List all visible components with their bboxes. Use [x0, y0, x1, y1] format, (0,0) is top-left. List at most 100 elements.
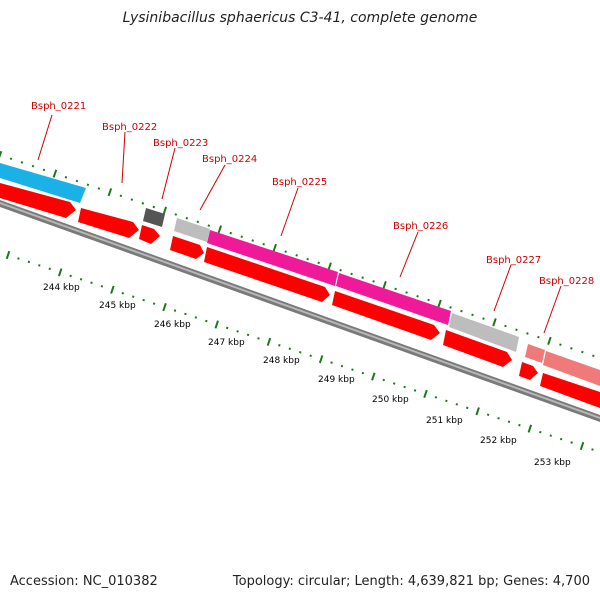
- minor-tick: [526, 332, 529, 335]
- minor-tick: [142, 298, 145, 302]
- gene-bar-bsph-0228-a[interactable]: [525, 344, 545, 363]
- minor-tick: [559, 437, 563, 441]
- minor-tick: [460, 309, 463, 313]
- major-tick: [162, 206, 168, 215]
- minor-tick: [288, 347, 292, 351]
- kbp-label: 244 kbp: [43, 283, 80, 293]
- minor-tick: [504, 324, 507, 328]
- minor-tick: [413, 389, 417, 392]
- gene-label-bsph-0228[interactable]: Bsph_0228: [539, 276, 594, 287]
- major-tick: [0, 150, 3, 159]
- major-tick: [547, 336, 552, 345]
- gene-label-bsph-0226[interactable]: Bsph_0226: [393, 221, 448, 232]
- gene-bar-bsph-0221[interactable]: [0, 163, 86, 203]
- minor-tick: [340, 364, 344, 368]
- minor-tick: [295, 254, 298, 257]
- minor-tick: [403, 385, 406, 389]
- minor-tick: [90, 281, 93, 285]
- cds-arrow-2[interactable]: [78, 208, 139, 238]
- major-tick: [382, 281, 387, 290]
- minor-tick: [152, 205, 156, 209]
- minor-tick: [581, 350, 584, 354]
- kbp-label: 251 kbp: [426, 416, 463, 426]
- cds-arrow-6[interactable]: [332, 291, 440, 340]
- minor-tick: [240, 235, 244, 239]
- minor-tick: [79, 278, 83, 281]
- gene-bar-bsph-0223[interactable]: [143, 208, 165, 227]
- minor-tick: [394, 287, 397, 291]
- minor-tick: [184, 312, 187, 316]
- minor-tick: [382, 378, 386, 382]
- minor-tick: [537, 335, 540, 339]
- minor-tick: [515, 328, 518, 331]
- major-tick: [527, 424, 533, 433]
- major-tick: [162, 302, 167, 312]
- major-tick: [492, 318, 497, 327]
- minor-tick: [229, 231, 233, 235]
- accession-text: Accession: NC_010382: [10, 574, 158, 589]
- minor-tick: [152, 302, 156, 305]
- gene-bar-bsph-0227[interactable]: [449, 313, 519, 352]
- major-tick: [272, 243, 277, 253]
- minor-tick: [225, 326, 229, 330]
- minor-tick: [251, 239, 254, 242]
- minor-tick: [130, 198, 134, 201]
- cds-arrow-8[interactable]: [519, 362, 538, 380]
- minor-tick: [507, 420, 511, 423]
- major-tick: [318, 355, 324, 364]
- cds-arrow-1[interactable]: [0, 183, 76, 218]
- major-tick: [217, 225, 222, 234]
- minor-tick: [236, 330, 239, 333]
- cds-arrow-7[interactable]: [443, 330, 512, 367]
- minor-tick: [205, 319, 208, 323]
- minor-tick: [361, 276, 364, 279]
- minor-tick: [465, 406, 469, 410]
- minor-tick: [298, 350, 302, 354]
- major-tick: [110, 285, 115, 294]
- minor-tick: [64, 176, 68, 179]
- cds-arrow-5[interactable]: [204, 247, 330, 302]
- kbp-label: 247 kbp: [208, 338, 245, 348]
- major-tick: [266, 337, 272, 346]
- kbp-label: 245 kbp: [99, 301, 136, 311]
- minor-tick: [257, 337, 260, 340]
- cds-arrow-3[interactable]: [139, 225, 160, 244]
- minor-tick: [497, 416, 500, 420]
- minor-tick: [449, 306, 452, 309]
- gene-bar-bsph-0226[interactable]: [336, 273, 451, 325]
- kbp-label: 246 kbp: [154, 320, 191, 330]
- major-tick: [437, 299, 442, 308]
- minor-tick: [471, 313, 474, 317]
- gene-label-bsph-0221[interactable]: Bsph_0221: [31, 101, 86, 112]
- kbp-label: 250 kbp: [372, 395, 409, 405]
- gene-label-bsph-0225[interactable]: Bsph_0225: [272, 177, 327, 188]
- minor-tick: [570, 441, 573, 444]
- minor-tick: [361, 371, 365, 375]
- minor-tick: [69, 274, 72, 278]
- minor-tick: [207, 224, 211, 227]
- kbp-label: 253 kbp: [534, 458, 571, 468]
- cds-arrow-4[interactable]: [170, 236, 204, 259]
- gene-label-bsph-0222[interactable]: Bsph_0222: [102, 122, 157, 133]
- outer-tick-ring: [0, 150, 595, 358]
- kbp-label: 249 kbp: [318, 375, 355, 385]
- gene-bar-bsph-0228-b[interactable]: [543, 351, 600, 386]
- kbp-labels: 244 kbp 245 kbp 246 kbp 247 kbp 248 kbp …: [43, 283, 571, 468]
- gene-label-bsph-0224[interactable]: Bsph_0224: [202, 154, 257, 165]
- kbp-label: 252 kbp: [480, 436, 517, 446]
- genome-summary-text: Topology: circular; Length: 4,639,821 bp…: [232, 574, 590, 589]
- minor-tick: [591, 448, 594, 451]
- minor-tick: [455, 403, 459, 406]
- gene-bar-bsph-0225[interactable]: [207, 230, 338, 286]
- cds-arrow-9[interactable]: [540, 373, 600, 408]
- minor-tick: [434, 396, 438, 399]
- gene-label-bsph-0223[interactable]: Bsph_0223: [153, 138, 208, 149]
- minor-tick: [518, 423, 521, 427]
- minor-tick: [185, 216, 189, 220]
- minor-tick: [38, 264, 41, 267]
- gene-bar-bsph-0224[interactable]: [174, 218, 210, 242]
- minor-tick: [31, 164, 35, 168]
- gene-label-bsph-0227[interactable]: Bsph_0227: [486, 255, 541, 266]
- minor-tick: [317, 261, 320, 265]
